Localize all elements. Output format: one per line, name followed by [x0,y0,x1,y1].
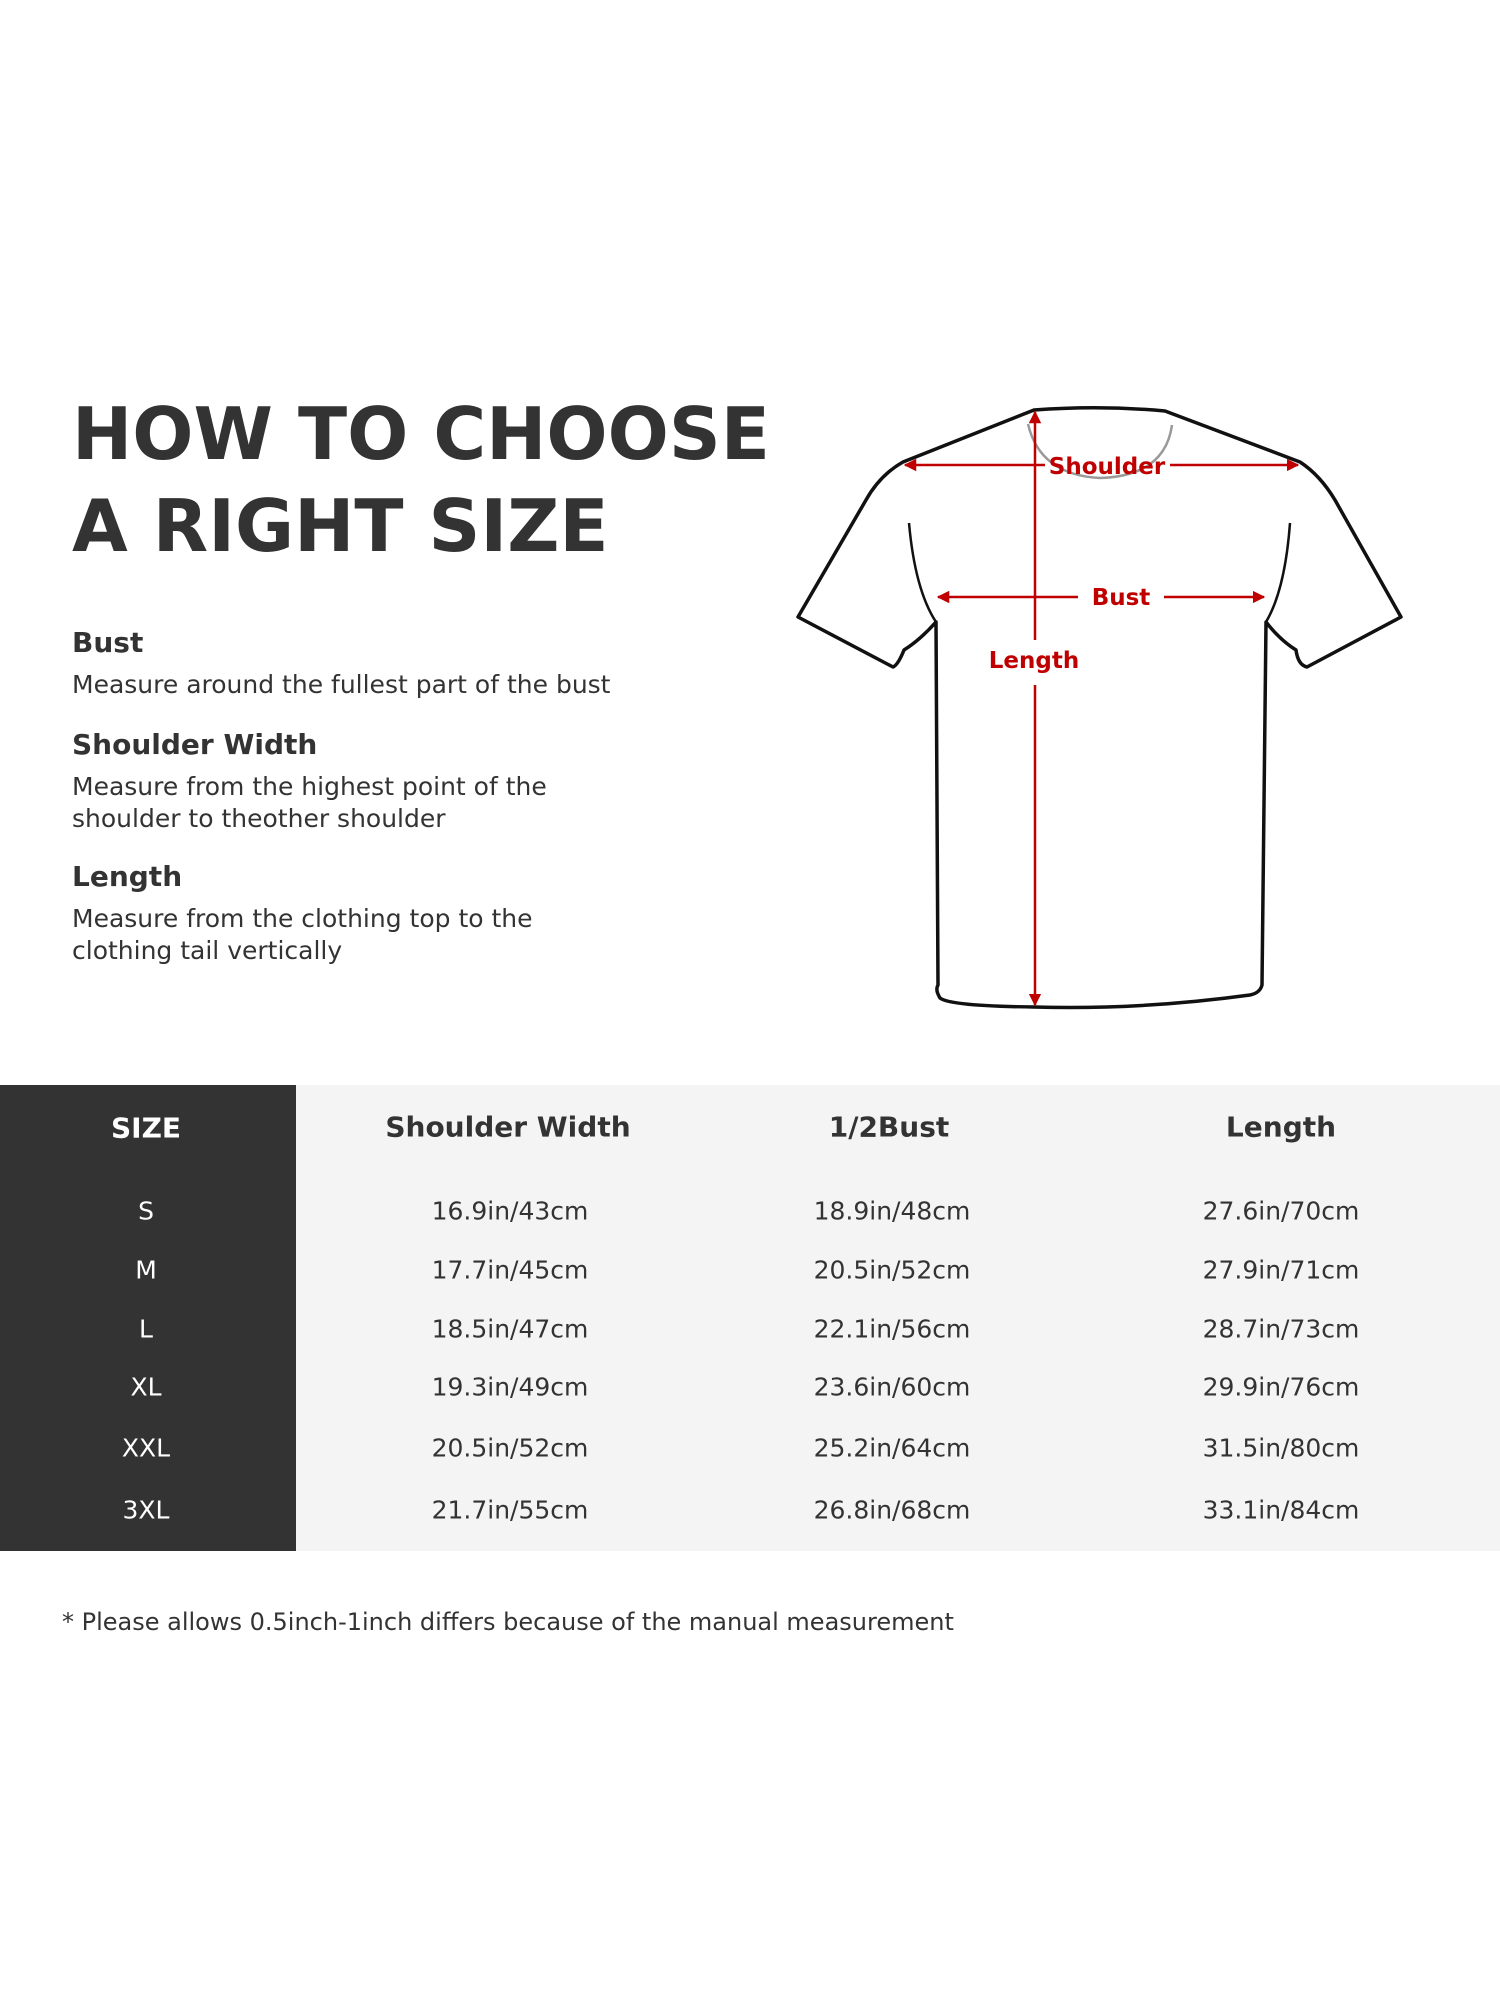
measurement-cell: 18.9in/48cm [813,1196,971,1226]
bust-label: Bust [1092,585,1151,611]
length-label: Length [989,648,1079,674]
measurement-cell: 20.5in/52cm [431,1433,589,1463]
measurement-cell: 21.7in/55cm [431,1495,589,1525]
guide-desc-shoulder-1: Measure from the highest point of the [72,772,547,801]
tshirt-outline [796,405,1403,1010]
measurement-cell: 18.5in/47cm [431,1314,589,1344]
guide-desc-bust: Measure around the fullest part of the b… [72,670,611,699]
size-column [0,1085,296,1551]
guide-desc-length-1: Measure from the clothing top to the [72,904,533,933]
measurement-cell: 26.8in/68cm [813,1495,971,1525]
page-title-line-1: HOW TO CHOOSE [72,392,770,476]
measurement-cell: 23.6in/60cm [813,1372,971,1402]
measurement-cell: 17.7in/45cm [431,1255,589,1285]
size-cell: M [135,1255,157,1285]
tshirt-diagram: Shoulder Bust Length [796,405,1403,1010]
header-half-bust: 1/2Bust [828,1110,950,1144]
measurement-cell: 33.1in/84cm [1202,1495,1360,1525]
measurement-cell: 22.1in/56cm [813,1314,971,1344]
footnote: * Please allows 0.5inch-1inch differs be… [62,1608,954,1636]
shoulder-label: Shoulder [1049,454,1166,480]
measurement-cell: 19.3in/49cm [431,1372,589,1402]
measurement-cell: 16.9in/43cm [431,1196,589,1226]
page-title-line-2: A RIGHT SIZE [72,484,609,568]
measurement-cell: 20.5in/52cm [813,1255,971,1285]
header-size: SIZE [110,1111,182,1145]
measurement-cell: 28.7in/73cm [1202,1314,1360,1344]
guide-desc-shoulder-2: shoulder to theother shoulder [72,804,446,833]
size-cell: 3XL [122,1495,170,1525]
size-cell: XL [130,1372,162,1402]
size-cell: XXL [121,1433,171,1463]
guide-desc-length-2: clothing tail vertically [72,936,343,965]
size-cell: S [138,1196,154,1226]
measurement-cell: 27.6in/70cm [1202,1196,1360,1226]
size-cell: L [139,1314,153,1344]
guide-heading-shoulder: Shoulder Width [72,728,318,761]
measurement-cell: 27.9in/71cm [1202,1255,1360,1285]
measure-arrows [903,410,1300,1007]
header-shoulder-width: Shoulder Width [385,1110,631,1144]
measurement-cell: 25.2in/64cm [813,1433,971,1463]
header-length: Length [1225,1110,1337,1144]
measurement-cell: 29.9in/76cm [1202,1372,1360,1402]
guide-heading-length: Length [72,860,183,893]
guide-heading-bust: Bust [72,626,144,659]
measurement-cell: 31.5in/80cm [1202,1433,1360,1463]
collar-line [1026,423,1174,480]
